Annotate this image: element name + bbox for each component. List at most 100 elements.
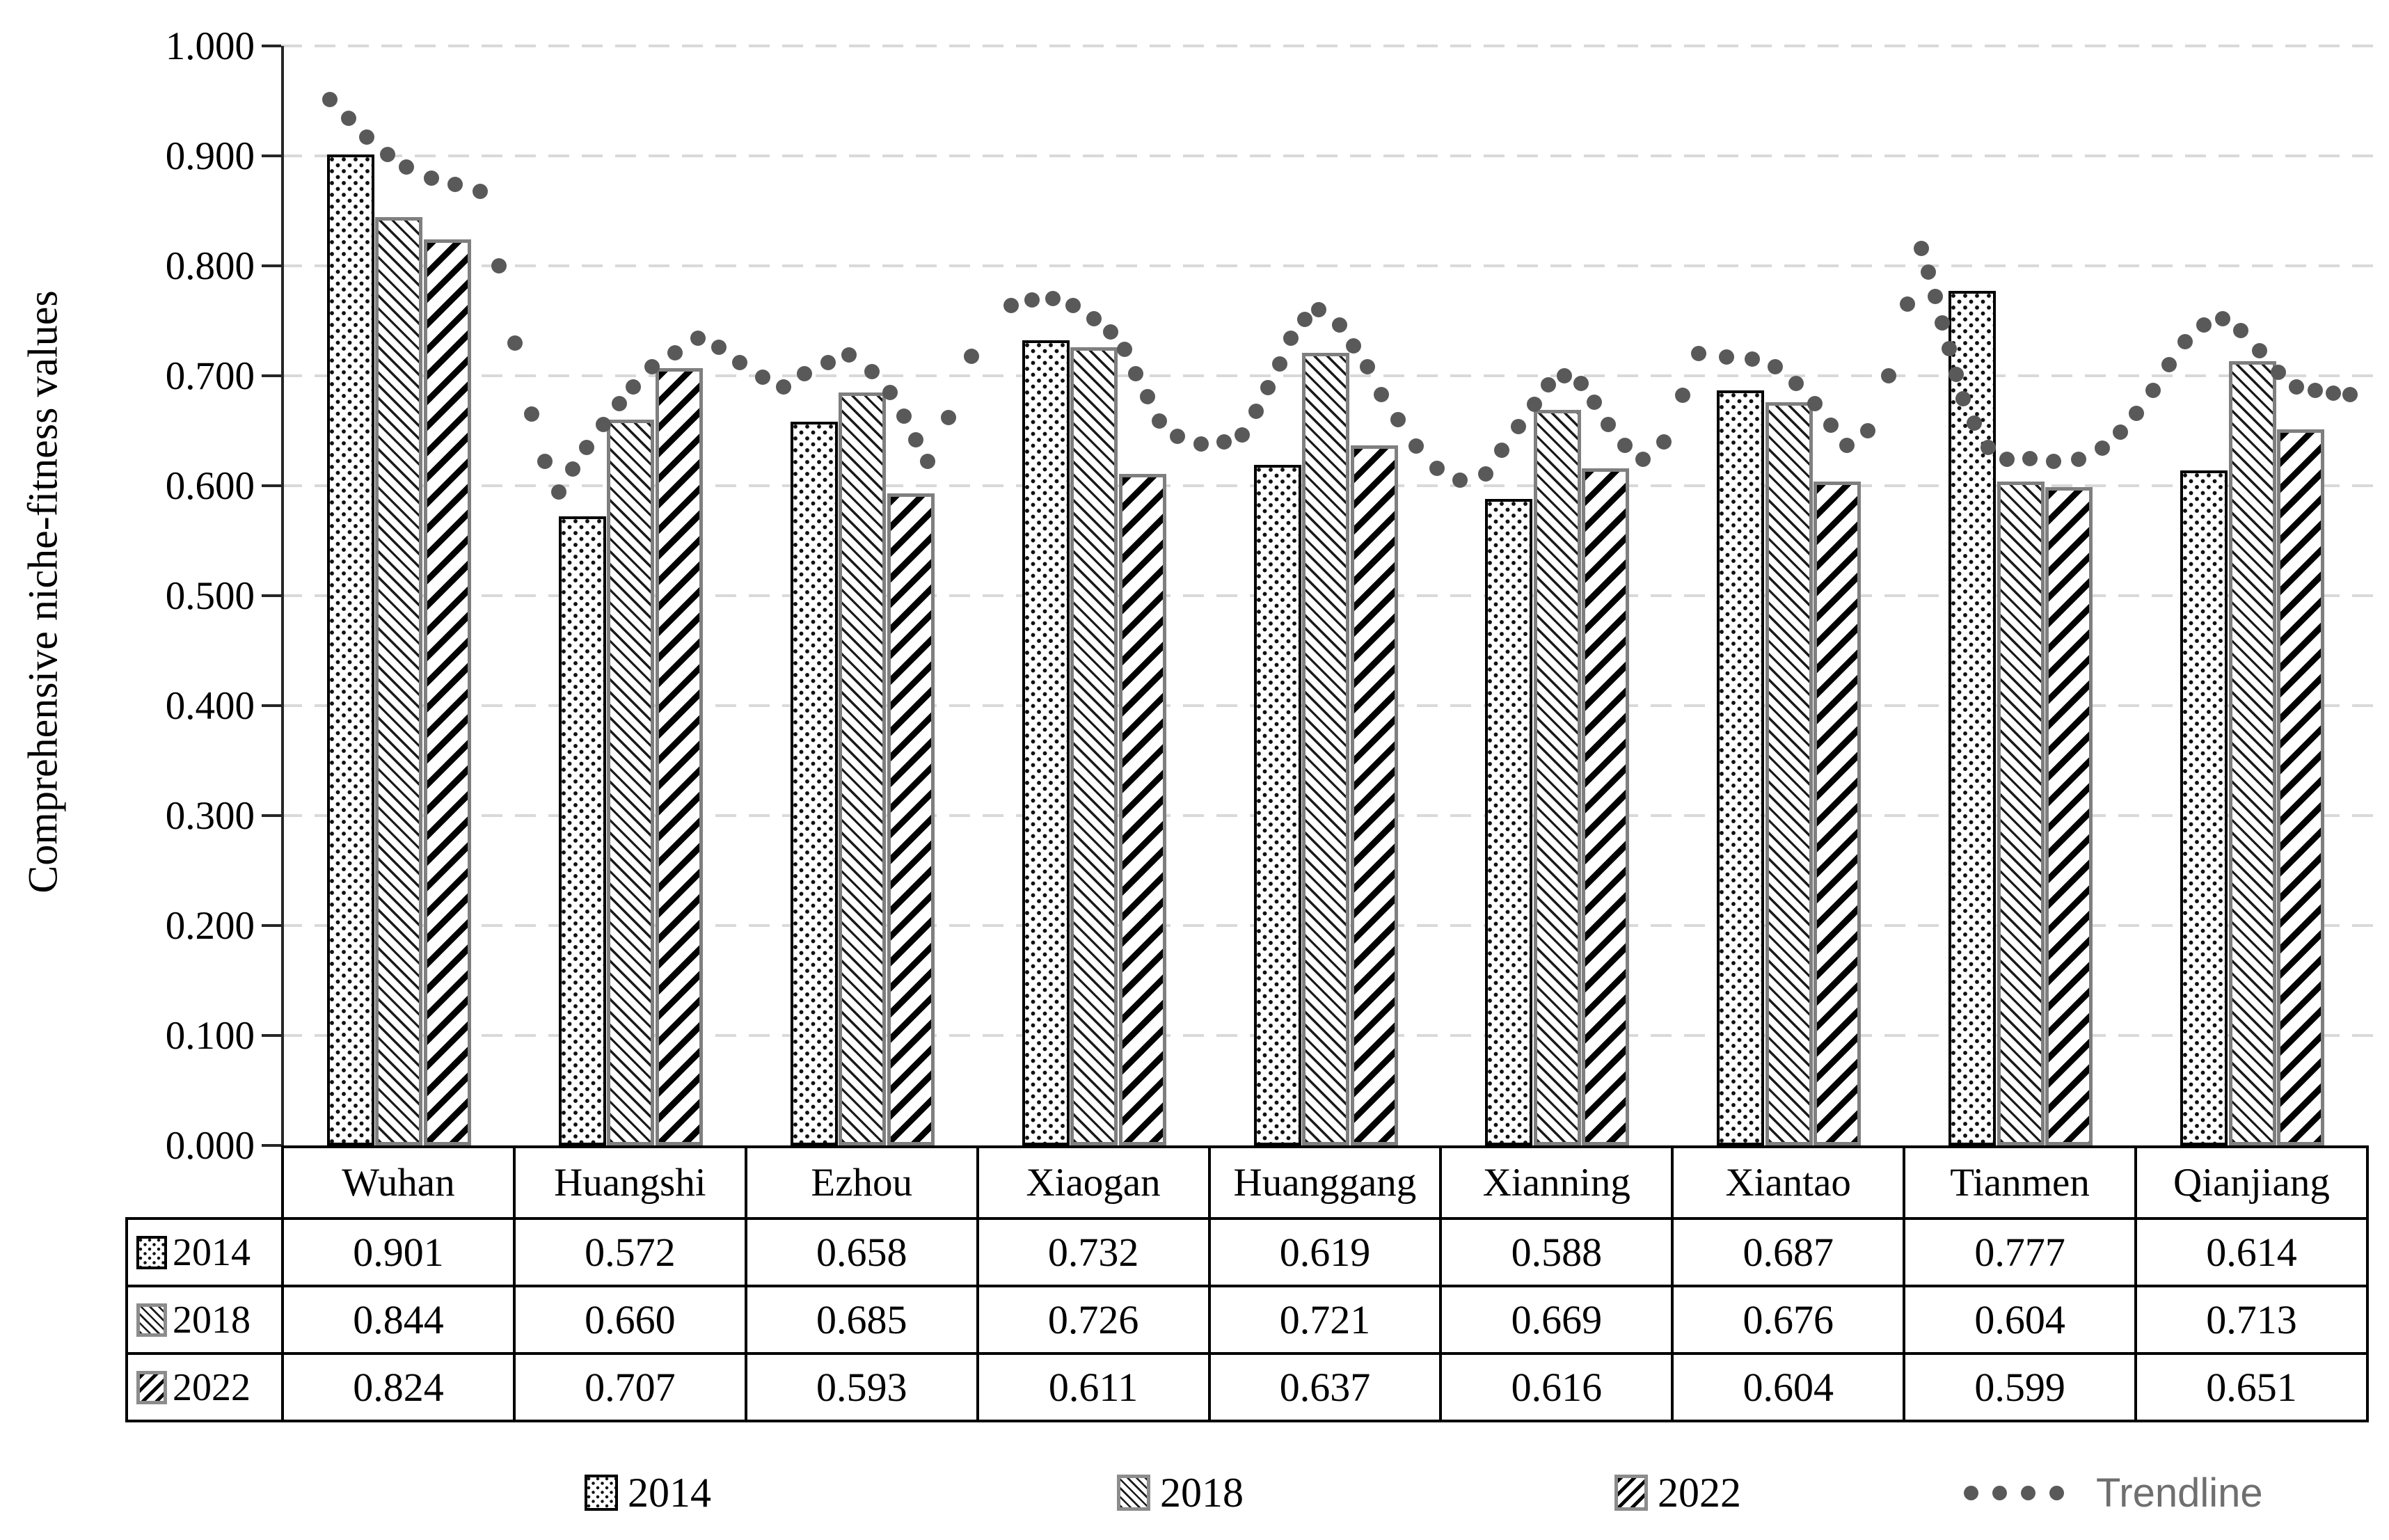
bar-2018-Qianjiang (2228, 361, 2276, 1145)
y-axis-line (281, 46, 284, 1145)
table-value-cell: 0.616 (1439, 1352, 1674, 1422)
row-label-text: 2018 (173, 1298, 251, 1342)
y-tick-label: 0.300 (165, 794, 255, 838)
y-tick-label: 1.000 (165, 24, 255, 68)
table-row-label: 2014 (125, 1217, 284, 1287)
trendline-dot (1934, 315, 1950, 331)
gridline (281, 45, 2377, 47)
table-value-cell: 0.599 (1903, 1352, 2137, 1422)
trendline-dot (1691, 346, 1707, 362)
trendline-dot (1510, 418, 1526, 434)
legend-key-2018-icon (136, 1303, 167, 1337)
trendline-dot (1374, 386, 1390, 402)
y-axis-tick (262, 484, 281, 487)
table-value-cell: 0.844 (281, 1285, 516, 1355)
y-tick-label: 0.900 (165, 134, 255, 178)
table-header-cell: Huanggang (1207, 1145, 1443, 1220)
bar-2018-Wuhan (375, 217, 423, 1145)
table-header-cell: Xiantao (1671, 1145, 1906, 1220)
bar-2018-Xianning (1533, 409, 1581, 1145)
trendline-dot (1283, 331, 1299, 347)
table-header-cell: Qianjiang (2134, 1145, 2369, 1220)
table-value-cell: 0.726 (976, 1285, 1211, 1355)
trendline-dot (1674, 388, 1690, 404)
table-value-cell: 0.611 (976, 1352, 1211, 1422)
y-tick-label: 0.800 (165, 244, 255, 288)
trendline-dot (1557, 368, 1573, 383)
table-value-cell: 0.732 (976, 1217, 1211, 1287)
trendline-dot (1948, 367, 1964, 383)
trendline-dot (896, 408, 912, 424)
table-header-cell: Tianmen (1903, 1145, 2137, 1220)
table-value-cell: 0.713 (2134, 1285, 2369, 1355)
trendline-dot (595, 416, 611, 432)
trendline-dot (1955, 391, 1971, 407)
trendline-dot (1494, 443, 1510, 459)
trendline-dot (340, 111, 356, 127)
table-row: 2018 0.844 0.660 0.685 0.726 0.721 0.669 0.676 0… (125, 1285, 2369, 1355)
y-axis-title: Comprehensive niche-fitness values (19, 290, 66, 894)
trendline-dot (1601, 416, 1617, 432)
trendline-dot (1635, 452, 1651, 468)
table-value-cell: 0.572 (512, 1217, 747, 1287)
gridline (281, 154, 2377, 157)
trendline-dot (565, 461, 581, 477)
trendline-dot (820, 355, 836, 371)
trendline-dot (1024, 292, 1040, 308)
bar-2022-Xiaogan (1118, 473, 1166, 1145)
table-value-cell: 0.669 (1439, 1285, 1674, 1355)
trendline-dot (1587, 394, 1603, 410)
y-axis-tick (262, 1034, 281, 1037)
table-value-cell: 0.637 (1207, 1352, 1443, 1422)
trendline-dot (551, 484, 567, 500)
bar-2022-Xiantao (1813, 481, 1862, 1145)
trendline-dot (2177, 334, 2193, 350)
trendline-dot (1823, 418, 1839, 434)
legend-item-2014: 2014 (585, 1467, 711, 1518)
bar-2014-Huangshi (558, 516, 606, 1145)
y-tick-label: 0.000 (165, 1124, 255, 1168)
bar-2014-Tianmen (1948, 291, 1997, 1145)
y-axis-tick (262, 374, 281, 377)
bar-2014-Xiaogan (1022, 340, 1070, 1145)
trendline-dot (1360, 359, 1376, 375)
bar-2018-Xiaogan (1070, 347, 1118, 1145)
trendline-dot (2071, 452, 2087, 468)
table-row-label: 2018 (125, 1285, 284, 1355)
legend-key-2022-icon (136, 1370, 167, 1404)
trendline-dot (2113, 424, 2129, 440)
trendline-dot (2045, 454, 2061, 470)
trendline-dot (1788, 376, 1804, 392)
trendline-dot (919, 454, 935, 470)
trendline-dot (1045, 291, 1061, 307)
trendline-dot (2214, 310, 2230, 326)
trendline-dot (1003, 297, 1019, 313)
y-tick-label: 0.100 (165, 1014, 255, 1058)
trendline-dot (523, 406, 539, 422)
legend-item-2018: 2018 (1117, 1467, 1244, 1518)
gridline (281, 264, 2377, 267)
trendline-dot (940, 410, 956, 426)
table-header-cell: Xiaogan (976, 1145, 1211, 1220)
table-row: 2014 0.901 0.572 0.658 0.732 0.619 0.588 0.687 0… (125, 1217, 2369, 1287)
bar-2014-Huanggang (1253, 464, 1301, 1145)
trendline-dot (322, 92, 338, 108)
trendline-dot (424, 170, 440, 186)
y-axis-tick (262, 924, 281, 927)
trendline-dot (1086, 310, 1102, 326)
trendline-dot (2270, 365, 2286, 381)
table-row: 2022 0.824 0.707 0.593 0.611 0.637 0.616 0.604 0… (125, 1352, 2369, 1422)
trendline-dot (1151, 413, 1167, 429)
legend-swatch-2014-icon (585, 1475, 618, 1511)
table-value-cell: 0.588 (1439, 1217, 1674, 1287)
trendline-dot (1452, 473, 1468, 489)
table-value-cell: 0.676 (1671, 1285, 1906, 1355)
bar-2014-Xianning (1485, 498, 1533, 1145)
trendline-dot (964, 348, 979, 364)
trendline-dot (1927, 289, 1943, 305)
trendline-dot (1913, 240, 1929, 256)
trendline-dot (1540, 376, 1556, 392)
table-value-cell: 0.721 (1207, 1285, 1443, 1355)
table-row-label: 2022 (125, 1352, 284, 1422)
